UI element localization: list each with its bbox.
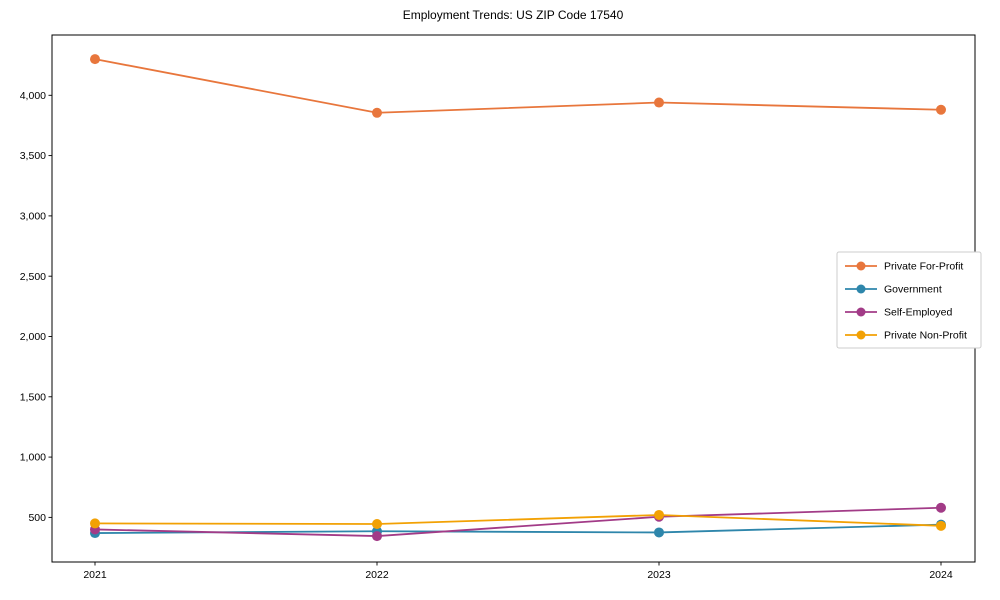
legend-label: Private Non-Profit xyxy=(884,330,967,342)
data-point-private-for-profit xyxy=(372,107,382,118)
legend-box xyxy=(836,251,982,349)
legend-label: Self-Employed xyxy=(884,307,952,319)
y-axis-tick-label: 3,500 xyxy=(20,150,46,162)
legend-marker-icon xyxy=(856,307,866,317)
legend-label: Private For-Profit xyxy=(884,261,963,273)
data-point-private-non-profit xyxy=(654,509,664,520)
data-point-private-for-profit xyxy=(654,97,664,108)
x-axis-tick-label: 2024 xyxy=(929,569,953,581)
y-axis-tick-label: 2,500 xyxy=(20,271,46,283)
legend-marker-icon xyxy=(856,330,866,340)
y-axis-tick-label: 3,000 xyxy=(20,210,46,222)
y-axis-tick-label: 4,000 xyxy=(20,90,46,102)
x-axis-tick-label: 2023 xyxy=(647,569,671,581)
series-line-private-non-profit xyxy=(94,514,942,527)
y-axis-tick-label: 1,000 xyxy=(20,452,46,464)
series-line-self-employed xyxy=(94,506,942,537)
x-axis-tick-label: 2022 xyxy=(365,569,389,581)
data-point-government xyxy=(654,527,664,538)
legend-label: Government xyxy=(884,284,942,296)
data-point-private-non-profit xyxy=(372,519,382,530)
legend-marker-icon xyxy=(856,261,866,271)
data-point-private-for-profit xyxy=(90,54,100,65)
plot-area: 500 1,000 1,500 2,000 2,500 3,000 3,500 4,000 20… xyxy=(20,34,982,581)
data-point-private-for-profit xyxy=(936,104,946,115)
y-axis-tick-label: 2,000 xyxy=(20,331,46,343)
chart-title: Employment Trends: US ZIP Code 17540 xyxy=(403,8,624,22)
data-point-self-employed xyxy=(936,502,946,513)
series-line-private-for-profit xyxy=(94,58,942,114)
data-point-private-non-profit xyxy=(90,518,100,529)
x-axis-tick-label: 2021 xyxy=(83,569,107,581)
data-point-private-non-profit xyxy=(936,520,946,531)
legend-marker-icon xyxy=(856,284,866,294)
y-axis-tick-label: 1,500 xyxy=(20,391,46,403)
data-point-self-employed xyxy=(372,531,382,542)
y-axis-tick-label: 500 xyxy=(28,512,46,524)
